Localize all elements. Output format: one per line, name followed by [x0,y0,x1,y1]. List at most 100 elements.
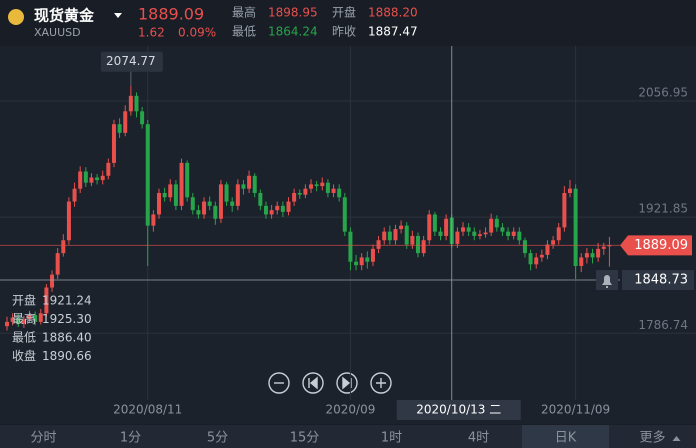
tab[interactable]: 5分 [207,431,228,446]
candle-body [506,231,511,236]
candle-body [393,229,398,241]
tab[interactable]: 1分 [120,431,141,446]
crosshair-price-label: 1848.73 [634,273,688,288]
tab[interactable]: 分时 [30,431,56,446]
max-marker-box [100,51,163,72]
candle-body [314,184,319,187]
zoom-out-button[interactable] [268,372,290,394]
candle-body [140,111,145,125]
candle-body [89,177,94,183]
candle-body [235,184,240,206]
candle-body [376,240,381,249]
candle-body [500,227,505,232]
price-change: 1.62 [138,26,165,40]
candle-body [241,184,246,189]
candle-body [303,188,308,195]
candle-body [596,248,601,258]
ohlc-value: 1921.24 [42,294,92,308]
candle-body [117,124,122,133]
candle-body [348,231,353,262]
candle-body [280,205,285,212]
candle-body [38,313,43,322]
candle-body [528,253,533,265]
candle-body [263,205,268,215]
candle-body [50,274,55,288]
price-change-pct: 0.09% [178,26,216,40]
tab[interactable]: 更多 [639,430,665,446]
ohlc-value: 1925.30 [42,312,92,326]
gold-icon [8,9,24,25]
candle-body [399,225,404,230]
stat-value: 1888.20 [368,6,418,20]
candle-body [44,287,49,314]
tab[interactable]: 1时 [381,431,402,446]
tab[interactable]: 4时 [468,431,489,446]
candle-body [404,225,409,245]
y-tick-label: 1921.85 [638,202,688,216]
candle-body [601,246,606,249]
end-icon [342,376,352,390]
scroll-start-button[interactable] [302,372,324,394]
candle-body [489,218,494,233]
ohlc-value: 1890.66 [42,349,92,363]
candle-body [269,210,274,215]
instrument-name[interactable]: 现货黄金 [34,7,95,25]
candle-body [421,240,426,254]
candle-body [370,248,375,262]
scroll-end-button[interactable] [336,372,358,394]
candle-body [382,231,387,241]
candle-body [331,188,336,193]
current-price: 1889.09 [138,5,204,24]
candle-body [151,214,156,226]
stat-value: 1898.95 [268,6,318,20]
stat-label: 最高 [232,5,256,20]
y-tick-label: 2056.95 [638,86,688,100]
candle-body [61,240,66,254]
tab[interactable]: 15分 [290,431,320,446]
candle-body [427,214,432,241]
candle-body [213,205,218,219]
candle-body [522,240,527,254]
candle-body [387,231,392,241]
candle-body [483,232,488,235]
candle-body [444,218,449,236]
candle-body [162,192,167,198]
start-icon [308,376,318,390]
candle-body [106,162,111,176]
candle-body [568,188,572,193]
candle-body [342,197,347,232]
candle-body [252,175,257,193]
ohlc-label: 开盘 [12,293,36,308]
candle-body [196,210,201,215]
last-price-label: 1889.09 [634,238,688,253]
candle-body [556,227,561,241]
candle-body [134,95,139,112]
candle-body [354,261,359,266]
candle-body [320,182,325,187]
tab[interactable]: 日K [555,431,577,446]
zoom-in-button[interactable] [370,372,392,394]
candle-body [590,253,595,258]
candle-body [33,315,38,322]
candle-body [511,231,516,236]
ohlc-label: 收盘 [12,348,36,363]
x-tick-label: 2020/11/09 [541,403,610,417]
stat-label: 昨收 [332,25,356,39]
candle-body [247,175,252,189]
stat-label: 最低 [232,25,256,39]
instrument-symbol: XAUUSD [34,26,81,39]
candle-body [545,244,550,255]
tab-active-bg [522,425,609,448]
crosshair-price-box [622,270,694,291]
candle-body [415,235,420,254]
candle-body [123,111,128,133]
dropdown-arrow[interactable] [114,13,122,18]
candle-body [455,231,460,244]
candle-body [309,184,314,189]
candle-body [128,95,133,112]
candle-body [173,184,178,206]
candle-body [168,184,173,198]
x-tick-label: 2020/08/11 [113,403,182,417]
candle-body [472,231,477,236]
